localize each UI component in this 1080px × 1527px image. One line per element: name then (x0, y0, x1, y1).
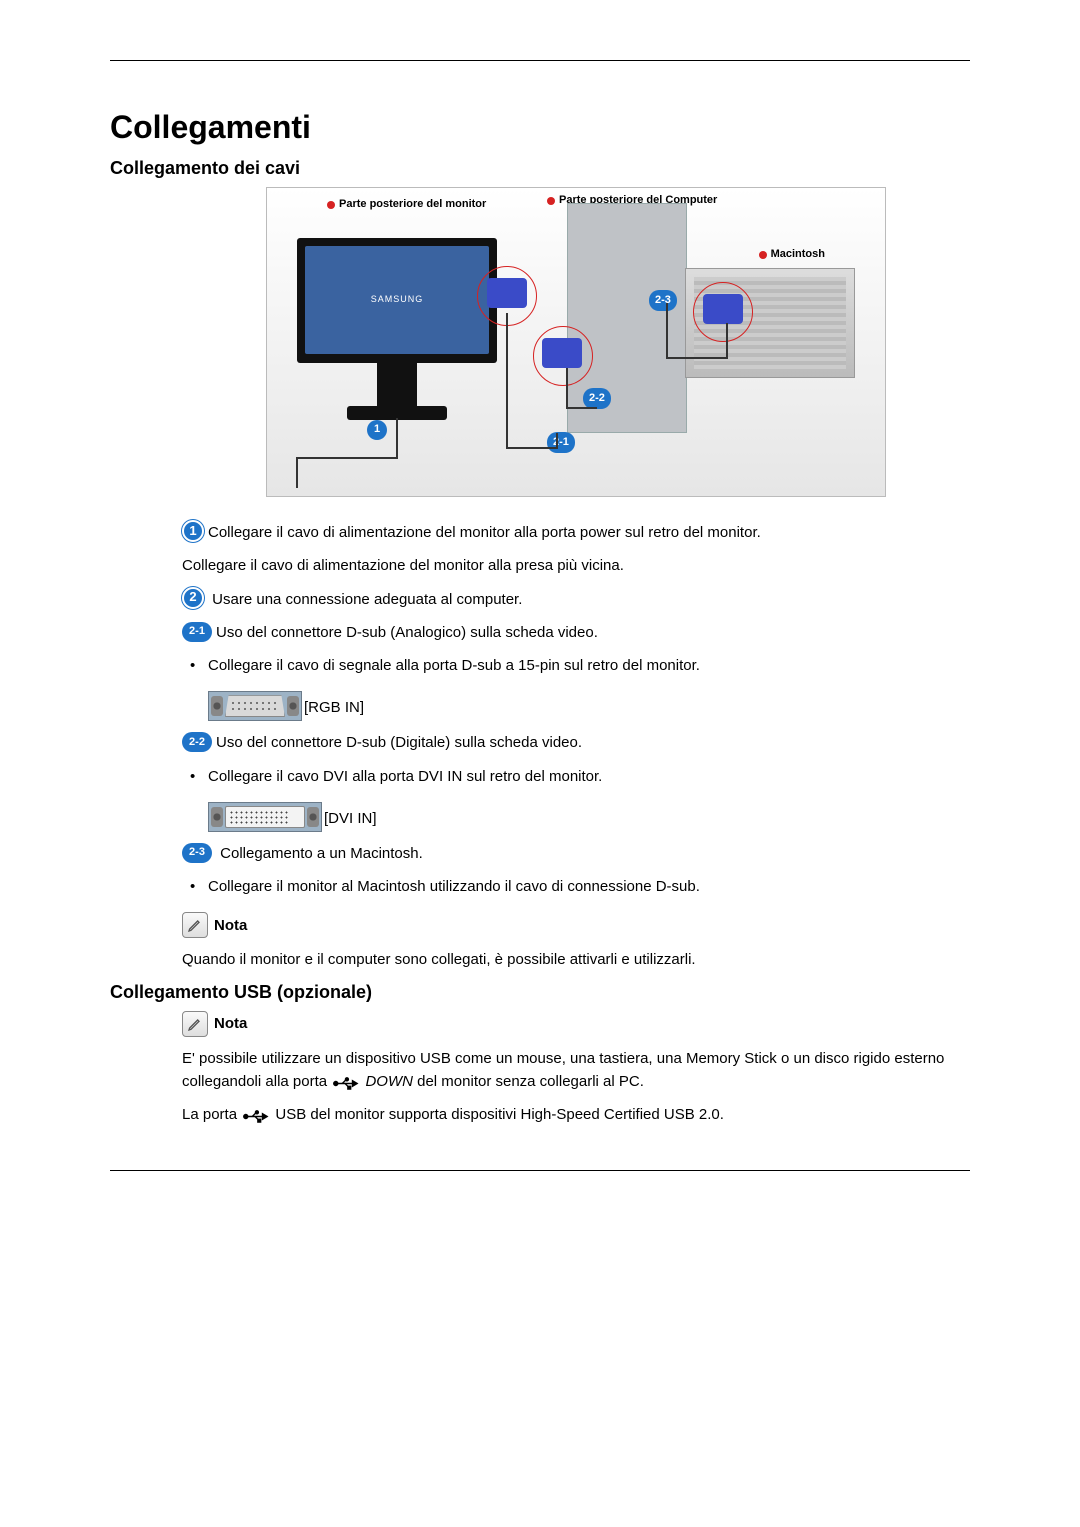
red-dot-icon (759, 251, 767, 259)
rgb-port-label: [RGB IN] (304, 696, 364, 719)
step-2: 2 Usare una connessione adeguata al comp… (182, 588, 970, 611)
connection-diagram: Parte posteriore del monitor Parte poste… (266, 187, 886, 497)
screw-icon (287, 696, 299, 716)
dvi-port-image (208, 802, 322, 832)
usb-para-2a: La porta (182, 1106, 241, 1123)
dsub-connector-icon (225, 695, 285, 717)
note-text-1: Quando il monitor e il computer sono col… (182, 948, 970, 971)
usb-paragraph-1: E' possibile utilizzare un dispositivo U… (182, 1047, 970, 1094)
red-dot-icon (547, 197, 555, 205)
diagram-circle-2 (533, 326, 593, 386)
diagram-badge-22: 2-2 (583, 388, 611, 409)
diagram-monitor-base (347, 406, 447, 420)
step-2-3-bullets: Collegare il monitor al Macintosh utiliz… (182, 875, 970, 898)
diagram-badge-1: 1 (367, 420, 387, 440)
rgb-port-block: [RGB IN] (208, 691, 970, 721)
step-2-1: 2-1Uso del connettore D-sub (Analogico) … (182, 621, 970, 644)
badge-2-1-icon: 2-1 (182, 622, 212, 642)
step-2-1-bullets: Collegare il cavo di segnale alla porta … (182, 654, 970, 677)
note-pencil-icon (182, 1011, 208, 1037)
page-title: Collegamenti (110, 109, 970, 146)
section-heading-usb: Collegamento USB (opzionale) (110, 982, 970, 1003)
step-1-continued: Collegare il cavo di alimentazione del m… (182, 554, 970, 577)
step-2-1-bullet-1: Collegare il cavo di segnale alla porta … (208, 654, 970, 677)
screw-icon (211, 807, 223, 827)
badge-1-icon: 1 (182, 520, 204, 542)
badge-2-3-icon: 2-3 (182, 843, 212, 863)
section-usb-content: Nota E' possibile utilizzare un disposit… (182, 1011, 970, 1127)
step-2-2-text: Uso del connettore D-sub (Digitale) sull… (216, 734, 582, 751)
diagram-monitor-screen: SAMSUNG (305, 246, 489, 354)
dvi-port-label: [DVI IN] (324, 807, 377, 830)
usb-icon (333, 1074, 359, 1088)
diagram-circle-3 (693, 282, 753, 342)
note-pencil-icon (182, 912, 208, 938)
badge-2-icon: 2 (182, 587, 204, 609)
step-2-1-text: Uso del connettore D-sub (Analogico) sul… (216, 624, 598, 641)
usb-icon (243, 1107, 269, 1121)
top-divider (110, 60, 970, 61)
diagram-badge-21: 2-1 (547, 432, 575, 453)
usb-down-word: DOWN (365, 1073, 413, 1090)
step-2-2-bullets: Collegare il cavo DVI alla porta DVI IN … (182, 765, 970, 788)
red-dot-icon (327, 201, 335, 209)
bottom-divider (110, 1170, 970, 1171)
step-2-2-bullet-1: Collegare il cavo DVI alla porta DVI IN … (208, 765, 970, 788)
diagram-circle-1 (477, 266, 537, 326)
step-2-3: 2-3 Collegamento a un Macintosh. (182, 842, 970, 865)
rgb-port-image (208, 691, 302, 721)
note-row-2: Nota (182, 1011, 970, 1037)
step-1-text: Collegare il cavo di alimentazione del m… (208, 524, 761, 541)
step-2-text: Usare una connessione adeguata al comput… (208, 591, 522, 608)
badge-2-2-icon: 2-2 (182, 732, 212, 752)
usb-para-1b: del monitor senza collegarli al PC. (413, 1073, 644, 1090)
diagram-badge-23: 2-3 (649, 290, 677, 311)
diagram-label-monitor: Parte posteriore del monitor (327, 196, 486, 213)
usb-paragraph-2: La porta USB del monitor supporta dispos… (182, 1103, 970, 1126)
section-cables-content: Parte posteriore del monitor Parte poste… (182, 187, 970, 972)
note-label-1: Nota (214, 914, 247, 937)
section-heading-cables: Collegamento dei cavi (110, 158, 970, 179)
step-2-2: 2-2Uso del connettore D-sub (Digitale) s… (182, 731, 970, 754)
step-2-3-text: Collegamento a un Macintosh. (216, 845, 423, 862)
step-1: 1Collegare il cavo di alimentazione del … (182, 521, 970, 544)
screw-icon (307, 807, 319, 827)
note-row-1: Nota (182, 912, 970, 938)
screw-icon (211, 696, 223, 716)
diagram-label-mac: Macintosh (759, 246, 825, 263)
dvi-connector-icon (225, 806, 305, 828)
note-label-2: Nota (214, 1012, 247, 1035)
usb-para-2b: USB del monitor supporta dispositivi Hig… (275, 1106, 724, 1123)
dvi-port-block: [DVI IN] (208, 802, 970, 832)
step-2-3-bullet-1: Collegare il monitor al Macintosh utiliz… (208, 875, 970, 898)
